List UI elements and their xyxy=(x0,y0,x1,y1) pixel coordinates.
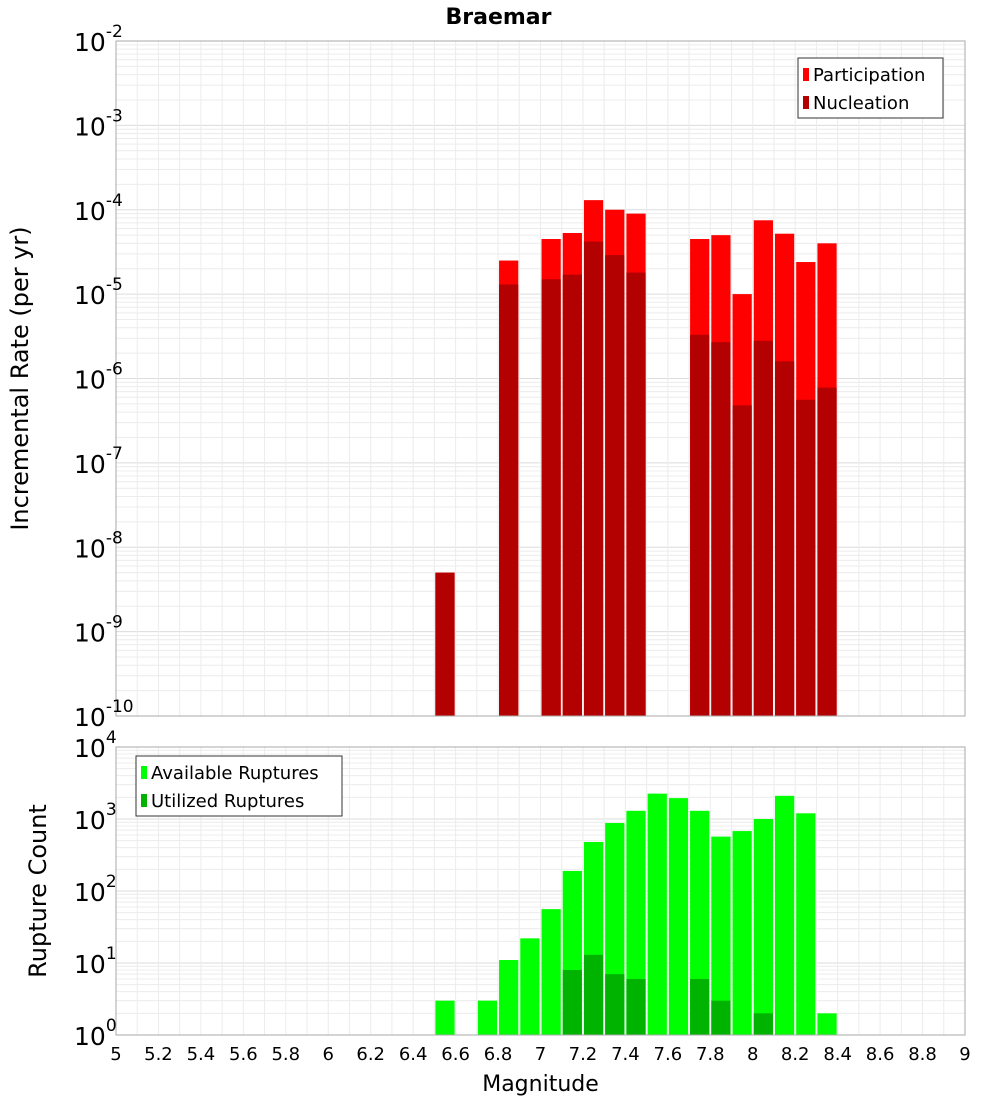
bar xyxy=(711,342,731,716)
legend-box xyxy=(797,57,944,119)
bar xyxy=(732,405,752,716)
x-tick-label: 8.6 xyxy=(866,1044,895,1065)
y-tick-label: 10-2 xyxy=(74,22,123,57)
chart-title: Braemar xyxy=(445,5,551,30)
bar xyxy=(626,978,646,1035)
legend-label: Utilized Ruptures xyxy=(151,791,304,812)
plot-border xyxy=(115,746,966,1036)
y-tick-label: 10-8 xyxy=(74,528,123,563)
x-tick-label: 7.2 xyxy=(569,1044,598,1065)
bar xyxy=(753,819,773,1035)
y-tick-label: 104 xyxy=(74,728,117,763)
legend-box xyxy=(135,755,343,817)
bar xyxy=(435,1000,455,1035)
bar xyxy=(668,798,689,1035)
bar xyxy=(499,284,519,716)
legend-swatch xyxy=(141,766,147,779)
bar xyxy=(562,274,582,716)
legend-swatch xyxy=(803,68,809,81)
bar xyxy=(541,909,561,1035)
x-tick-label: 7.4 xyxy=(611,1044,640,1065)
bar xyxy=(690,334,710,716)
legend-label: Participation xyxy=(813,65,925,86)
y-tick-label: 10-7 xyxy=(74,444,123,479)
bar xyxy=(477,1000,498,1035)
x-tick-label: 5.2 xyxy=(144,1044,173,1065)
x-axis-label: Magnitude xyxy=(482,1072,599,1097)
panel-count: 100 101 102 103 104 Rupture Count Available Ru… xyxy=(24,728,971,1097)
bar xyxy=(583,954,604,1035)
y-tick-label: 10-5 xyxy=(74,275,123,310)
y-tick-label: 10-9 xyxy=(74,613,123,648)
y-tick-label: 101 xyxy=(74,944,117,979)
x-tick-label: 6.2 xyxy=(356,1044,385,1065)
bar xyxy=(647,793,667,1035)
panel-rate: 10-10 10-9 10-8 10-7 10-6 10-5 10-4 10-3 10-2 Inc… xyxy=(6,5,966,732)
bar xyxy=(711,836,731,1035)
y-axis-label: Incremental Rate (per yr) xyxy=(6,226,34,530)
series-front xyxy=(435,241,837,717)
x-tick-label: 8.2 xyxy=(781,1044,810,1065)
plot-border xyxy=(115,40,966,717)
x-tick-label: 7 xyxy=(535,1044,546,1065)
series-back xyxy=(435,793,837,1035)
bar xyxy=(626,810,646,1035)
y-tick-label: 100 xyxy=(74,1016,117,1051)
bar xyxy=(732,831,752,1035)
x-tick-label: 5.4 xyxy=(187,1044,216,1065)
y-tick-labels: 10-10 10-9 10-8 10-7 10-6 10-5 10-4 10-3 10-2 xyxy=(74,22,134,732)
x-tick-labels: 5 5.2 5.4 5.6 5.8 6 6.2 6.4 6.6 6.8 7 7.2 7.4 7.6 7.8 8… xyxy=(110,1044,970,1065)
bar xyxy=(435,572,455,716)
bar xyxy=(753,340,773,716)
y-tick-labels: 100 101 102 103 104 xyxy=(74,728,117,1051)
x-tick-label: 9 xyxy=(959,1044,970,1065)
x-tick-label: 5.6 xyxy=(229,1044,258,1065)
bar xyxy=(774,795,795,1035)
bar xyxy=(605,255,625,717)
x-tick-label: 8.8 xyxy=(908,1044,937,1065)
x-tick-label: 7.8 xyxy=(696,1044,725,1065)
bar xyxy=(690,978,710,1035)
bar xyxy=(690,810,710,1035)
x-tick-label: 8 xyxy=(747,1044,758,1065)
bar xyxy=(541,279,561,716)
legend-label: Nucleation xyxy=(813,93,909,114)
y-tick-label: 10-6 xyxy=(74,360,123,395)
x-tick-label: 6.4 xyxy=(399,1044,428,1065)
gridlines xyxy=(115,41,966,717)
legend-swatch xyxy=(803,96,809,109)
bar xyxy=(796,813,816,1035)
x-tick-label: 5.8 xyxy=(271,1044,300,1065)
legend-label: Available Ruptures xyxy=(151,763,319,784)
bar xyxy=(499,960,519,1035)
bar xyxy=(562,969,582,1035)
bar xyxy=(817,387,837,716)
y-tick-label: 102 xyxy=(74,872,117,907)
legend: Available Ruptures Utilized Ruptures xyxy=(135,755,343,817)
x-tick-label: 5 xyxy=(110,1044,121,1065)
legend: Participation Nucleation xyxy=(797,57,944,119)
y-tick-label: 103 xyxy=(74,800,117,835)
y-tick-label: 10-4 xyxy=(74,191,123,226)
bar xyxy=(626,272,646,716)
bar xyxy=(605,974,625,1035)
y-tick-label: 10-10 xyxy=(74,697,134,732)
x-tick-label: 6 xyxy=(323,1044,334,1065)
bar xyxy=(796,399,816,716)
bar xyxy=(583,241,604,717)
bar xyxy=(753,1013,773,1035)
y-tick-label: 10-3 xyxy=(74,106,123,141)
x-tick-label: 7.6 xyxy=(654,1044,683,1065)
legend-swatch xyxy=(141,794,147,807)
y-axis-label: Rupture Count xyxy=(24,804,52,978)
x-tick-label: 8.4 xyxy=(823,1044,852,1065)
bar xyxy=(520,938,540,1035)
series-front xyxy=(562,954,773,1035)
x-tick-label: 6.8 xyxy=(484,1044,513,1065)
x-tick-label: 6.6 xyxy=(441,1044,470,1065)
bar xyxy=(817,1013,837,1035)
bar xyxy=(774,361,795,716)
bar xyxy=(711,1000,731,1035)
